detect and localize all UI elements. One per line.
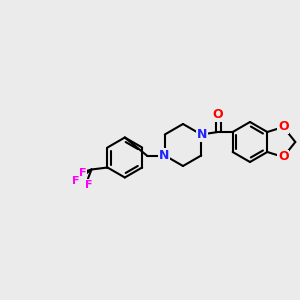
Text: F: F (85, 179, 92, 190)
Text: F: F (72, 176, 79, 187)
Text: O: O (278, 151, 289, 164)
Text: O: O (213, 109, 223, 122)
Text: O: O (278, 121, 289, 134)
Text: N: N (159, 149, 169, 162)
Text: F: F (79, 169, 86, 178)
Text: N: N (197, 128, 207, 141)
